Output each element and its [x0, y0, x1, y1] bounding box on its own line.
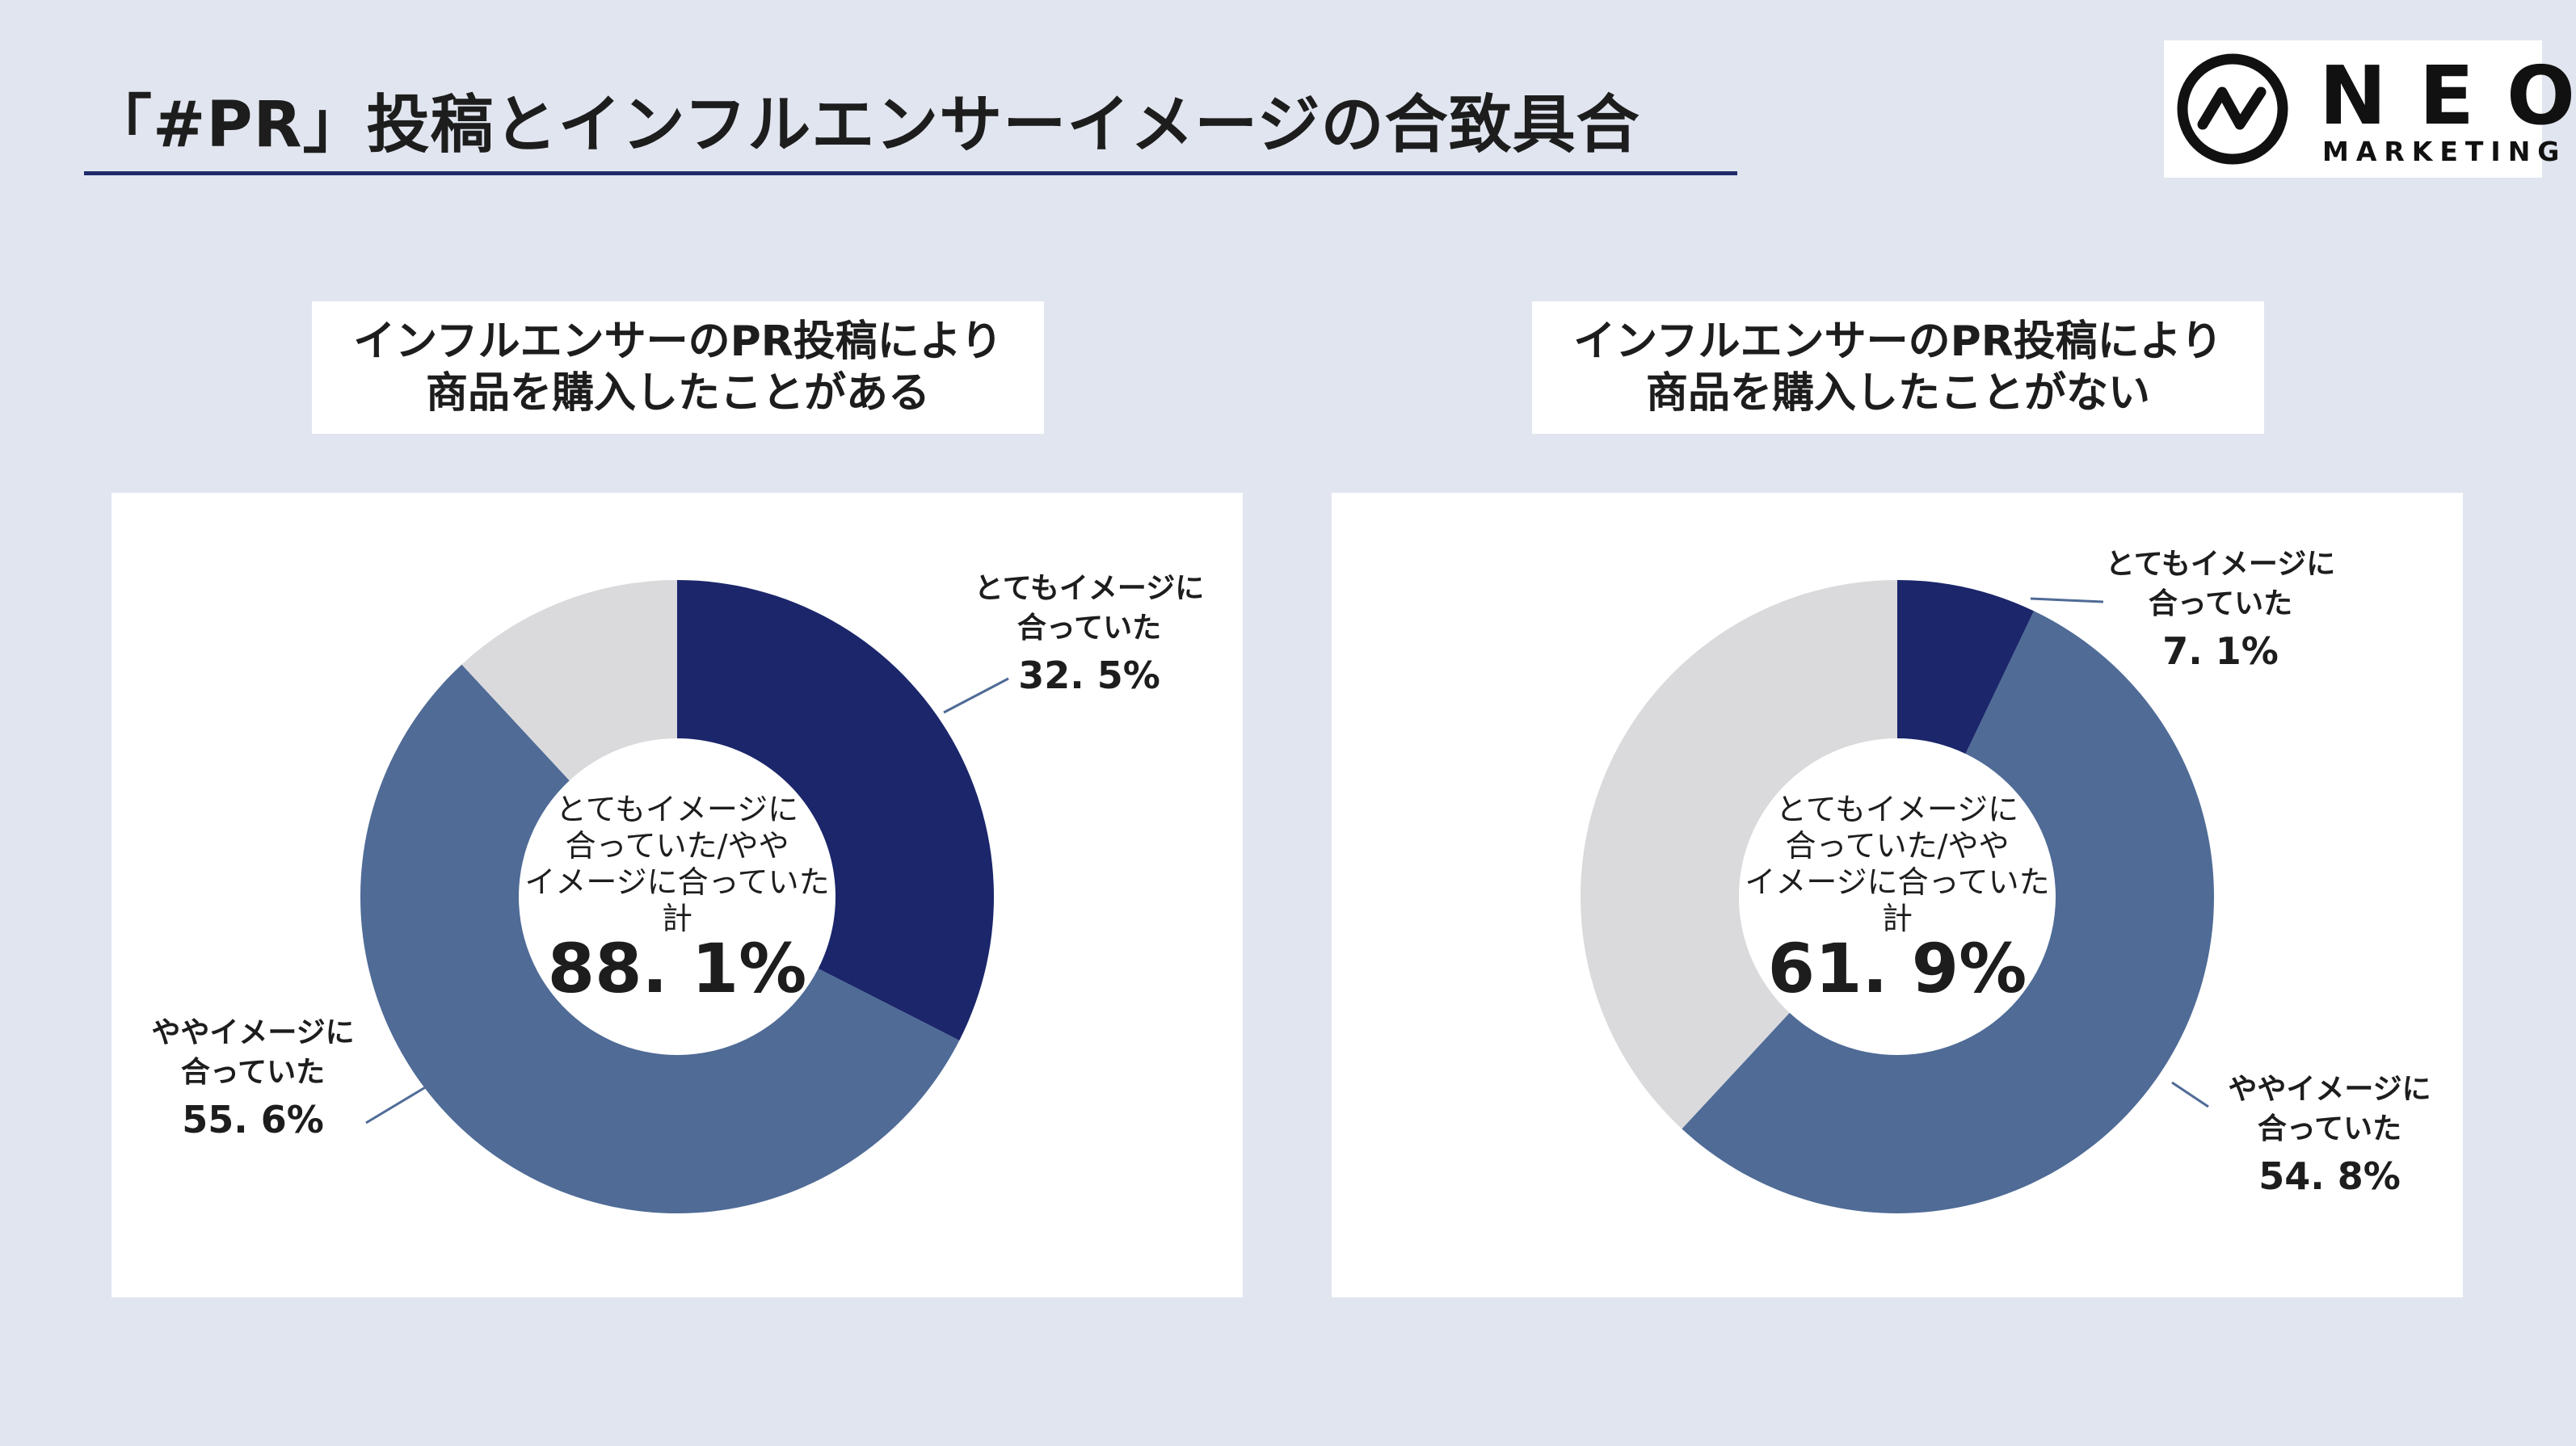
slice-label-line1: ややイメージに — [151, 1016, 354, 1049]
chart-heading-line2: 商品を購入したことがない — [1645, 369, 2150, 418]
neo-marketing-logo: NEO MARKETING — [2164, 40, 2575, 178]
logo-wordmark: NEO — [2319, 48, 2576, 143]
chart-heading-line1: インフルエンサーのPR投稿により — [353, 317, 1003, 366]
center-label-line3: イメージに合っていた — [524, 864, 829, 900]
slice-label-line2: 合っていた — [1017, 612, 1161, 645]
donut-slice-2 — [461, 580, 677, 781]
leader-line-1 — [365, 1082, 431, 1124]
leader-line-1 — [2171, 1081, 2209, 1108]
chart-heading-purchased: インフルエンサーのPR投稿により 商品を購入したことがある — [312, 301, 1044, 434]
center-total-value: 88. 1% — [548, 929, 807, 1008]
slice-label-line2: 合っていた — [2149, 587, 2292, 620]
leader-line-0 — [2030, 597, 2104, 603]
donut-slice-1 — [1682, 611, 2214, 1213]
center-label-line1: とてもイメージに — [556, 792, 798, 827]
center-label-line4: 計 — [1882, 901, 1913, 936]
center-total-value: 61. 9% — [1768, 929, 2027, 1008]
donut-chart-panel-not-purchased: とてもイメージに 合っていた/やや イメージに合っていた計 61. 9% とてもイメージ… — [1332, 493, 2463, 1297]
donut-slice-1 — [360, 664, 960, 1214]
donut-slice-2 — [1581, 580, 1897, 1129]
center-label-line2: 合っていた/やや — [1786, 828, 2010, 864]
slice-label-line2: 合っていた — [181, 1056, 325, 1089]
slice-label-line2: 合っていた — [2258, 1112, 2401, 1145]
slice-value: 55. 6% — [182, 1098, 324, 1141]
donut-slice-0 — [1897, 580, 2035, 755]
slice-value: 7. 1% — [2162, 629, 2279, 673]
chart-heading-line1: インフルエンサーのPR投稿により — [1573, 317, 2223, 366]
slice-label-line1: とてもイメージに — [974, 572, 1204, 605]
title-underline — [84, 171, 1737, 175]
center-label-line4: 計 — [662, 901, 692, 936]
center-label-line1: とてもイメージに — [1776, 792, 2018, 827]
neo-zigzag-circle-icon — [2177, 53, 2288, 165]
slice-label-line1: ややイメージに — [2228, 1073, 2431, 1106]
chart-heading-line2: 商品を購入したことがある — [425, 369, 930, 418]
center-label-line2: 合っていた/やや — [566, 828, 789, 864]
slice-value: 32. 5% — [1018, 654, 1160, 697]
donut-chart-panel-purchased: とてもイメージに 合っていた/やや イメージに合っていた計 88. 1% とてもイメージ… — [112, 493, 1243, 1297]
logo-tagline: MARKETING — [2322, 136, 2567, 167]
leader-line-0 — [943, 677, 1009, 714]
center-label-line3: イメージに合っていた — [1745, 864, 2049, 900]
slice-label-line1: とてもイメージに — [2106, 548, 2335, 581]
page-title: 「#PR」投稿とインフルエンサーイメージの合致具合 — [89, 89, 1640, 162]
slice-value: 54. 8% — [2258, 1154, 2401, 1198]
chart-heading-not-purchased: インフルエンサーのPR投稿により 商品を購入したことがない — [1532, 301, 2264, 434]
donut-slice-0 — [677, 580, 994, 1040]
